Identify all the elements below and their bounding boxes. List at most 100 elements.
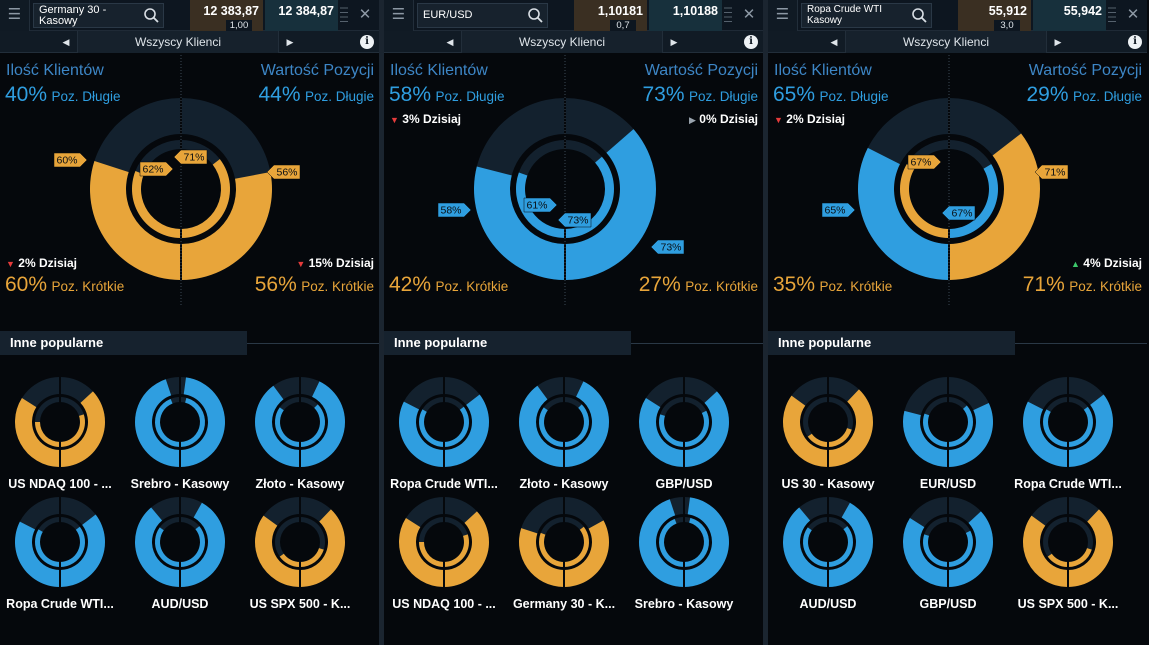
svg-text:71%: 71% [183,152,204,164]
chevron-right-icon[interactable]: ▶ [670,37,678,47]
popular-instrument-name[interactable]: US SPX 500 - K... [1017,597,1119,611]
value-short-row: 71% Poz. Krótkie [1023,273,1142,297]
clients-long-row: 65% Poz. Długie [773,83,889,107]
svg-text:67%: 67% [951,208,972,220]
popular-instrument-tile[interactable]: US SPX 500 - K... [1008,496,1128,616]
popular-instrument-tile[interactable]: Ropa Crude WTI... [1008,376,1128,496]
popular-instrument-name[interactable]: Ropa Crude WTI... [6,597,114,611]
value-short-row: 56% Poz. Krótkie [255,273,374,297]
section-divider [1015,343,1147,344]
popular-instrument-name[interactable]: Ropa Crude WTI... [1014,477,1122,491]
mini-outer-right-fill [828,389,873,467]
search-icon[interactable] [143,7,160,24]
popular-instrument-tile[interactable]: US NDAQ 100 - ... [384,496,504,616]
buy-price-button[interactable]: 12 384,87 [265,0,338,31]
popular-instrument-tile[interactable]: AUD/USD [768,496,888,616]
chevron-right-icon[interactable]: ▶ [286,37,294,47]
popular-instrument-name[interactable]: US NDAQ 100 - ... [8,477,112,491]
buy-price: 1,10188 [672,4,718,18]
clients-outer-label: 65% [821,202,856,218]
client-segment-selector: ◀ Wszyscy Klienci ▶ i [384,31,763,53]
drag-handle-icon[interactable] [1108,5,1116,25]
popular-instrument-tile[interactable]: EUR/USD [888,376,1008,496]
popular-instrument-tile[interactable]: US NDAQ 100 - ... [0,376,120,496]
popular-instrument-tile[interactable]: Srebro - Kasowy [624,496,744,616]
mini-inner-right-fill [1068,548,1092,567]
instrument-name[interactable]: Ropa Crude WTI Kasowy [807,4,883,26]
popular-instrument-tile[interactable]: Złoto - Kasowy [504,376,624,496]
popular-instrument-tile[interactable]: Złoto - Kasowy [240,376,360,496]
popular-instrument-name[interactable]: AUD/USD [151,597,209,611]
search-icon[interactable] [911,7,928,24]
popular-instrument-tile[interactable]: GBP/USD [888,496,1008,616]
buy-price: 55,942 [1063,4,1102,18]
mini-inner-left-fill [35,422,60,447]
instrument-name[interactable]: Germany 30 - Kasowy [39,4,107,27]
value-outer-ring-fill [565,129,656,280]
popular-instrument-name[interactable]: Ropa Crude WTI... [390,477,498,491]
instrument-name[interactable]: EUR/USD [423,9,473,21]
clients-short-percent: 35% [773,273,816,296]
clients-count-heading: Ilość Klientów [6,62,104,79]
chevron-left-icon[interactable]: ◀ [446,37,454,47]
search-icon[interactable] [527,7,544,24]
popular-instrument-tile[interactable]: Ropa Crude WTI... [0,496,120,616]
popular-instrument-name[interactable]: Germany 30 - K... [512,597,616,611]
sentiment-chart-area: 65% 71% 67% 67% Ilość Klientów Wartość Pozy… [768,53,1147,308]
mini-outer-left-fill [255,385,300,467]
popular-instrument-name[interactable]: AUD/USD [799,597,857,611]
popular-instrument-tile[interactable]: Germany 30 - K... [504,496,624,616]
mini-inner-left-fill [659,414,684,447]
mini-outer-left-fill [783,507,828,587]
clients-inner-label: 62% [139,161,174,177]
popular-instrument-name[interactable]: US NDAQ 100 - ... [392,597,496,611]
chevron-left-icon[interactable]: ◀ [62,37,70,47]
popular-instrument-tile[interactable]: Ropa Crude WTI... [384,376,504,496]
mini-outer-right-fill [828,502,873,587]
mini-sentiment-donut [639,376,729,468]
hamburger-menu-icon[interactable]: ☰ [768,0,798,31]
close-icon[interactable]: ✕ [1126,6,1140,23]
chevron-right-icon[interactable]: ▶ [1054,37,1062,47]
popular-instrument-tile[interactable]: US SPX 500 - K... [240,496,360,616]
buy-price-button[interactable]: 1,10188 [649,0,722,31]
popular-instrument-name[interactable]: GBP/USD [919,597,977,611]
chevron-left-icon[interactable]: ◀ [830,37,838,47]
daily-change-text: 4% Dzisiaj [1083,256,1142,270]
info-icon[interactable]: i [744,35,758,49]
hamburger-menu-icon[interactable]: ☰ [384,0,414,31]
popular-instrument-name[interactable]: Srebro - Kasowy [130,477,230,491]
drag-handle-icon[interactable] [724,5,732,25]
drag-handle-icon[interactable] [340,5,348,25]
spread-value: 0,7 [610,20,636,31]
clients-outer-ring-fill [474,166,565,280]
change-arrow-icon: ▼ [390,115,399,125]
instrument-search-box[interactable]: Germany 30 - Kasowy [33,3,164,28]
popular-instrument-name[interactable]: US SPX 500 - K... [249,597,351,611]
buy-price-button[interactable]: 55,942 [1033,0,1106,31]
popular-instrument-tile[interactable]: GBP/USD [624,376,744,496]
clients-inner-ring-fill [900,164,949,238]
instrument-search-box[interactable]: Ropa Crude WTI Kasowy [801,3,932,28]
hamburger-menu-icon[interactable]: ☰ [0,0,30,31]
close-icon[interactable]: ✕ [742,6,756,23]
popular-instrument-name[interactable]: Srebro - Kasowy [634,597,734,611]
popular-instrument-tile[interactable]: US 30 - Kasowy [768,376,888,496]
popular-instrument-name[interactable]: GBP/USD [655,477,713,491]
clients-short-row: 60% Poz. Krótkie [5,273,124,297]
info-icon[interactable]: i [1128,35,1142,49]
mini-sentiment-donut [399,376,489,468]
popular-instrument-name[interactable]: EUR/USD [919,477,977,491]
sentiment-chart-area: 58% 73% 61% 73% Ilość Klientów Wartość Pozy… [384,53,763,308]
popular-instrument-name[interactable]: Złoto - Kasowy [519,477,609,491]
popular-instrument-tile[interactable]: Srebro - Kasowy [120,376,240,496]
info-icon[interactable]: i [360,35,374,49]
client-segment-label: Wszyscy Klienci [77,31,279,53]
popular-instrument-name[interactable]: Złoto - Kasowy [255,477,345,491]
short-label: Poz. Krótkie [685,279,758,294]
instrument-search-box[interactable]: EUR/USD [417,3,548,28]
other-popular-heading: Inne popularne [768,331,1015,355]
popular-instrument-name[interactable]: US 30 - Kasowy [781,477,875,491]
close-icon[interactable]: ✕ [358,6,372,23]
popular-instrument-tile[interactable]: AUD/USD [120,496,240,616]
